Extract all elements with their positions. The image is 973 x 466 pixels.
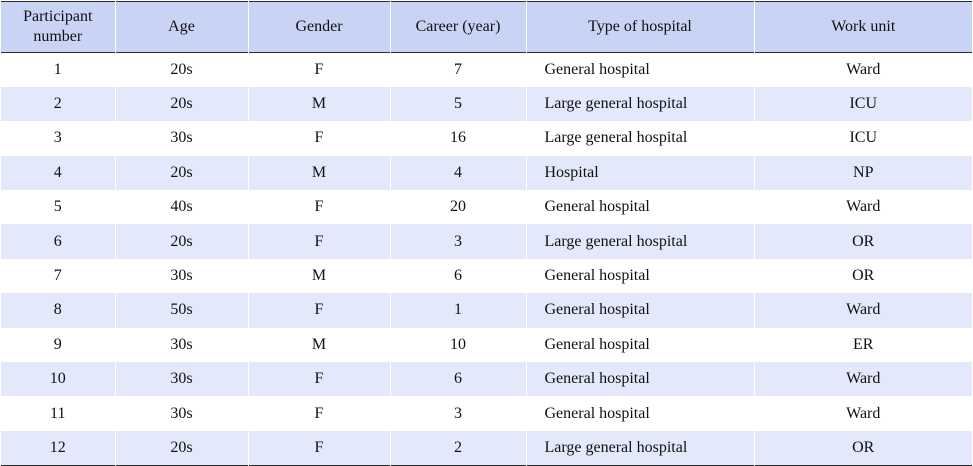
cell-gender: F <box>248 52 391 87</box>
cell-hospital-type: Hospital <box>526 155 755 191</box>
table-row: 5 40s F 20 General hospital Ward <box>1 190 972 225</box>
cell-gender: F <box>248 430 391 466</box>
cell-hospital-type: General hospital <box>526 327 755 363</box>
cell-work-unit: ICU <box>849 129 878 147</box>
cell-age: 20s <box>115 52 249 87</box>
cell-age: 20s <box>115 86 249 122</box>
cell-age: 40s <box>115 190 249 225</box>
cell-participant-number: 11 <box>1 396 116 431</box>
cell-age: 30s <box>115 121 249 156</box>
cell-career: 7 <box>390 52 527 87</box>
cell-hospital-type: General hospital <box>526 293 755 328</box>
cell-gender: M <box>248 327 391 363</box>
cell-work-unit: OR <box>852 438 875 456</box>
cell-participant-number: 7 <box>1 258 116 294</box>
cell-gender: M <box>248 155 391 191</box>
cell-work-unit: Ward <box>846 60 881 78</box>
cell-career: 16 <box>390 121 527 156</box>
cell-work-unit: Ward <box>846 404 881 422</box>
cell-work-unit: Ward <box>846 370 881 388</box>
table-row: 2 20s M 5 Large general hospital ICU <box>1 86 972 122</box>
cell-career: 3 <box>390 224 527 259</box>
cell-work-unit: OR <box>852 232 875 250</box>
table-row: 11 30s F 3 General hospital Ward <box>1 396 972 431</box>
cell-age: 30s <box>115 258 249 294</box>
table-row: 1 20s F 7 General hospital Ward <box>1 52 972 87</box>
header-gender: Gender <box>248 1 391 53</box>
cell-age: 30s <box>115 396 249 431</box>
cell-gender: F <box>248 362 391 397</box>
cell-career: 6 <box>390 258 527 294</box>
cell-career: 1 <box>390 293 527 328</box>
header-hospital-type: Type of hospital <box>526 1 755 53</box>
table-row: 4 20s M 4 Hospital NP <box>1 155 972 191</box>
cell-gender: M <box>248 258 391 294</box>
cell-hospital-type: General hospital <box>526 52 755 87</box>
table-row: 7 30s M 6 General hospital OR <box>1 258 972 294</box>
cell-participant-number: 9 <box>1 327 116 363</box>
cell-age: 30s <box>115 362 249 397</box>
table-row: 6 20s F 3 Large general hospital OR <box>1 224 972 259</box>
table-header: Participant number Age Gender Career (ye… <box>1 1 972 53</box>
cell-career: 20 <box>390 190 527 225</box>
cell-age: 20s <box>115 224 249 259</box>
header-career: Career (year) <box>390 1 527 53</box>
cell-hospital-type: General hospital <box>526 362 755 397</box>
cell-work-unit: Ward <box>846 198 881 216</box>
cell-career: 2 <box>390 430 527 466</box>
cell-age: 30s <box>115 327 249 363</box>
cell-participant-number: 4 <box>1 155 116 191</box>
cell-hospital-type: General hospital <box>526 396 755 431</box>
cell-participant-number: 8 <box>1 293 116 328</box>
cell-participant-number: 5 <box>1 190 116 225</box>
cell-hospital-type: General hospital <box>526 258 755 294</box>
cell-gender: F <box>248 224 391 259</box>
cell-work-unit: ER <box>853 335 874 353</box>
header-work-unit: Work unit <box>831 18 896 35</box>
header-row: Participant number Age Gender Career (ye… <box>1 1 972 53</box>
cell-age: 20s <box>115 430 249 466</box>
cell-career: 4 <box>390 155 527 191</box>
table-row: 10 30s F 6 General hospital Ward <box>1 362 972 397</box>
cell-hospital-type: Large general hospital <box>526 430 755 466</box>
cell-work-unit: OR <box>852 267 875 285</box>
cell-age: 20s <box>115 155 249 191</box>
table-row: 9 30s M 10 General hospital ER <box>1 327 972 363</box>
cell-gender: F <box>248 121 391 156</box>
cell-gender: F <box>248 190 391 225</box>
cell-career: 6 <box>390 362 527 397</box>
cell-gender: F <box>248 396 391 431</box>
table-body: 1 20s F 7 General hospital Ward 2 20s M 5 Large ge… <box>1 52 972 466</box>
cell-participant-number: 10 <box>1 362 116 397</box>
cell-gender: M <box>248 86 391 122</box>
cell-work-unit: NP <box>853 163 874 181</box>
cell-participant-number: 6 <box>1 224 116 259</box>
table-row: 8 50s F 1 General hospital Ward <box>1 293 972 328</box>
cell-hospital-type: General hospital <box>526 190 755 225</box>
cell-gender: F <box>248 293 391 328</box>
cell-work-unit: Ward <box>846 301 881 319</box>
header-age: Age <box>115 1 249 53</box>
cell-participant-number: 3 <box>1 121 116 156</box>
header-participant-number: Participant number <box>1 1 116 53</box>
cell-age: 50s <box>115 293 249 328</box>
cell-work-unit: ICU <box>849 95 878 113</box>
cell-participant-number: 2 <box>1 86 116 122</box>
cell-hospital-type: Large general hospital <box>526 121 755 156</box>
table-row: 3 30s F 16 Large general hospital ICU <box>1 121 972 156</box>
cell-career: 10 <box>390 327 527 363</box>
cell-career: 5 <box>390 86 527 122</box>
cell-career: 3 <box>390 396 527 431</box>
cell-hospital-type: Large general hospital <box>526 224 755 259</box>
cell-participant-number: 12 <box>1 430 116 466</box>
cell-hospital-type: Large general hospital <box>526 86 755 122</box>
cell-participant-number: 1 <box>1 52 116 87</box>
table-row: 12 20s F 2 Large general hospital OR <box>1 430 972 466</box>
